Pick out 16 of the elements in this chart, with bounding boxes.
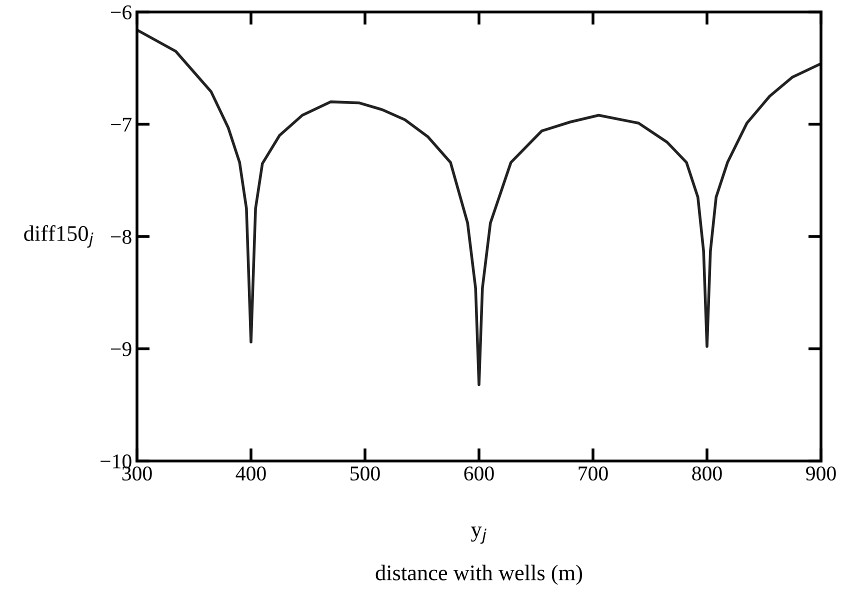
x-tick-label: 300 — [122, 466, 152, 481]
y-axis-title: diff150$_{j}$ — [24, 225, 94, 248]
y-tick-label: −6 — [111, 5, 132, 20]
x-axis-title: y$_{j}$ — [471, 526, 486, 544]
x-tick-label: 900 — [806, 466, 836, 481]
y-tick-label: −8 — [111, 230, 132, 244]
y-tick-label: −7 — [111, 118, 132, 132]
x-tick-label: 700 — [578, 466, 608, 481]
y-tick-label: −9 — [111, 342, 132, 356]
y-tick-label: −10 — [100, 454, 132, 468]
x-tick-label: 400 — [236, 466, 266, 481]
x-tick-label: 500 — [350, 466, 380, 481]
text: distance with wells (m) — [376, 564, 582, 585]
x-tick-label: 800 — [692, 466, 722, 481]
line-series — [137, 28, 821, 386]
x-tick-label: 600 — [464, 466, 494, 481]
